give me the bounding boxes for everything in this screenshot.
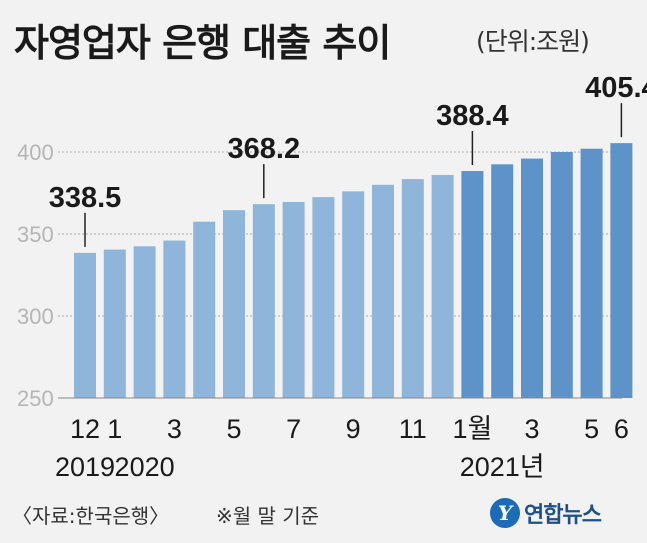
year-label: 2019	[55, 452, 115, 482]
bar	[521, 158, 543, 398]
bar	[610, 143, 633, 398]
bar	[223, 210, 245, 398]
y-tick-label: 350	[17, 222, 54, 247]
yonhap-logo: Y 연합뉴스	[490, 497, 602, 529]
year-label: 2020	[115, 452, 175, 482]
unit-label: (단위:조원)	[476, 27, 590, 56]
value-label: 338.5	[49, 182, 122, 214]
x-tick-label: 1월	[452, 414, 492, 444]
x-tick-label: 12	[70, 414, 100, 444]
bar	[133, 246, 156, 398]
source-note: 〈자료:한국은행〉	[12, 504, 170, 528]
y-tick-label: 400	[17, 140, 54, 165]
x-tick-label: 3	[167, 414, 182, 444]
x-tick-label: 5	[226, 414, 241, 444]
x-tick-label: 1	[107, 414, 122, 444]
year-label: 2021년	[460, 452, 545, 482]
bar	[461, 171, 484, 398]
x-tick-label: 9	[346, 414, 361, 444]
bar	[401, 179, 424, 398]
logo-text: 연합뉴스	[524, 503, 602, 528]
x-tick-label: 3	[524, 414, 539, 444]
bar	[282, 202, 305, 398]
bar	[342, 191, 365, 398]
bar	[431, 174, 454, 398]
yonhap-logo-icon: Y	[490, 498, 520, 528]
y-tick-label: 250	[17, 386, 54, 411]
value-label: 405.4	[585, 72, 647, 104]
bar	[252, 204, 275, 398]
value-label: 368.2	[228, 133, 301, 165]
value-label: 388.4	[436, 100, 509, 132]
bar	[312, 197, 335, 398]
x-tick-label: 11	[399, 414, 427, 444]
footnote: ※월 말 기준	[216, 504, 320, 528]
bar	[163, 240, 186, 398]
x-tick-label: 5	[584, 414, 599, 444]
bar	[103, 249, 126, 398]
bar	[550, 152, 573, 398]
bar	[193, 221, 216, 398]
bar	[491, 164, 514, 398]
chart-title: 자영업자 은행 대출 추이	[14, 21, 391, 65]
y-tick-label: 300	[17, 304, 54, 329]
bar	[74, 252, 96, 398]
bar	[372, 184, 394, 398]
x-tick-label: 6	[614, 414, 629, 444]
bar	[580, 148, 603, 398]
x-tick-label: 7	[286, 414, 301, 444]
